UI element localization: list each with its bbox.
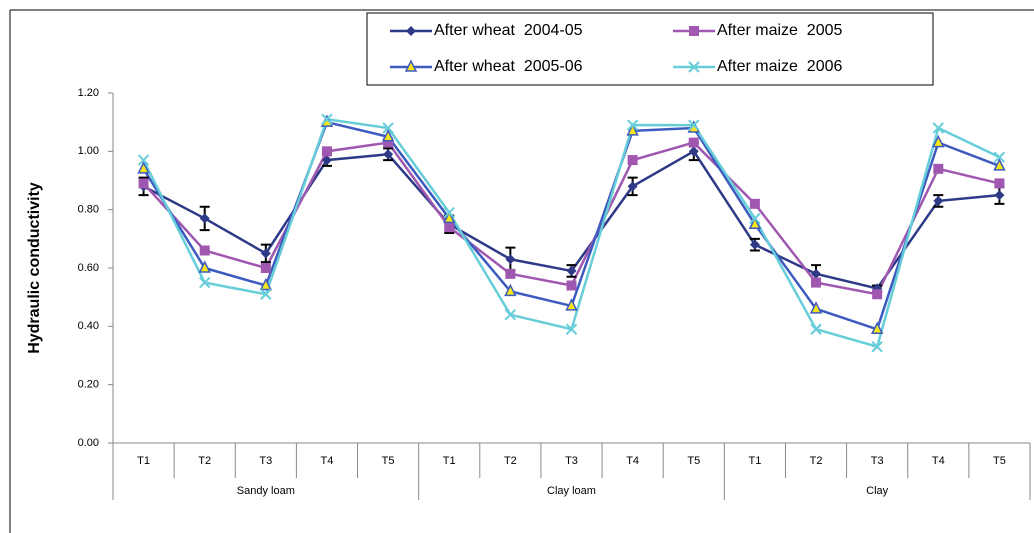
x-tick-label: T5 — [687, 455, 700, 467]
marker — [933, 195, 944, 206]
marker — [504, 283, 517, 297]
marker — [504, 308, 517, 321]
marker — [321, 146, 332, 157]
y-tick-label: 0.20 — [78, 379, 99, 391]
marker — [933, 163, 944, 174]
marker — [688, 61, 700, 73]
x-tick-label: T2 — [504, 455, 517, 467]
x-tick-label: T3 — [259, 455, 272, 467]
marker — [749, 212, 761, 225]
legend — [366, 12, 934, 86]
x-tick-label: T2 — [198, 455, 211, 467]
y-tick-label: 0.60 — [78, 262, 99, 274]
x-tick-label: T4 — [932, 455, 945, 467]
marker — [932, 134, 945, 148]
marker — [406, 26, 416, 36]
marker — [994, 178, 1005, 189]
marker — [688, 146, 699, 157]
marker — [443, 210, 456, 224]
marker — [994, 190, 1005, 201]
marker — [199, 245, 210, 256]
legend-label: After wheat 2004-05 — [434, 22, 583, 39]
marker — [137, 161, 150, 174]
marker — [566, 265, 577, 276]
x-tick-label: T3 — [565, 455, 578, 467]
marker — [749, 239, 760, 250]
marker — [565, 323, 578, 335]
marker — [627, 181, 638, 192]
marker — [381, 129, 395, 142]
group-label: Clay — [866, 485, 889, 497]
x-tick-label: T4 — [626, 455, 639, 467]
marker — [505, 268, 516, 279]
marker — [626, 119, 639, 131]
series-line — [142, 120, 1000, 331]
y-tick-label: 1.20 — [78, 87, 99, 99]
y-tick-label: 1.00 — [78, 145, 99, 157]
marker — [321, 155, 332, 166]
marker — [566, 280, 577, 291]
series-line — [142, 117, 1000, 349]
y-axis-title: Hydraulic conductivity — [26, 182, 43, 354]
marker — [443, 206, 455, 219]
marker — [689, 26, 699, 36]
marker — [748, 216, 762, 229]
legend-label: After wheat 2005-06 — [434, 58, 583, 75]
marker — [688, 137, 699, 148]
marker — [259, 277, 273, 291]
marker — [932, 122, 945, 134]
legend-label: After maize 2006 — [717, 58, 843, 75]
x-tick-label: T5 — [382, 455, 395, 467]
x-tick-label: T1 — [137, 455, 150, 467]
marker — [260, 288, 272, 300]
marker — [260, 263, 271, 273]
marker — [565, 298, 578, 311]
marker — [749, 198, 760, 209]
marker — [627, 155, 638, 166]
marker — [137, 154, 150, 166]
marker — [993, 151, 1006, 163]
marker — [871, 341, 883, 353]
x-tick-label: T4 — [321, 455, 334, 467]
marker — [198, 276, 211, 289]
marker — [383, 137, 394, 148]
x-tick-label: T1 — [443, 455, 456, 467]
marker — [260, 248, 271, 259]
marker — [321, 113, 333, 125]
marker — [383, 149, 394, 160]
marker — [320, 114, 334, 127]
marker — [382, 122, 394, 134]
x-tick-label: T3 — [871, 455, 884, 467]
legend-label: After maize 2005 — [717, 22, 843, 39]
y-tick-label: 0.00 — [78, 437, 99, 449]
marker — [626, 123, 639, 136]
marker — [870, 321, 884, 334]
marker — [810, 323, 822, 335]
marker — [811, 277, 822, 288]
group-label: Clay loam — [547, 485, 596, 497]
marker — [688, 119, 700, 131]
marker — [993, 158, 1006, 171]
marker — [872, 289, 883, 300]
marker — [444, 222, 455, 233]
marker — [199, 213, 210, 224]
x-tick-label: T2 — [810, 455, 823, 467]
marker — [138, 178, 149, 189]
marker — [505, 254, 516, 265]
y-tick-label: 0.40 — [78, 320, 99, 332]
marker — [198, 260, 211, 273]
x-tick-label: T1 — [748, 455, 761, 467]
marker — [811, 268, 822, 279]
y-tick-label: 0.80 — [78, 204, 99, 216]
marker — [404, 59, 418, 72]
marker — [809, 301, 823, 314]
x-tick-label: T5 — [993, 455, 1006, 467]
group-label: Sandy loam — [237, 485, 295, 497]
